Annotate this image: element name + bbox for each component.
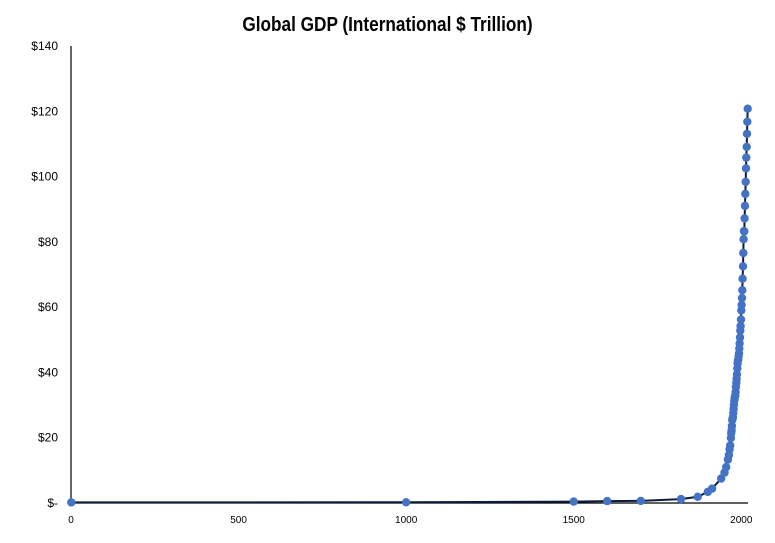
data-point [738, 274, 747, 283]
data-point [741, 189, 750, 199]
data-point [401, 498, 411, 507]
chart-title: Global GDP (International $ Trillion) [242, 14, 533, 36]
data-point [603, 496, 612, 506]
data-point [707, 484, 717, 493]
data-point [569, 497, 578, 506]
data-point [740, 201, 750, 211]
x-tick-label: 1500 [563, 515, 586, 526]
data-point [676, 494, 686, 504]
x-tick-label: 0 [68, 515, 74, 526]
y-tick-label: $120 [31, 104, 58, 118]
data-point [742, 153, 751, 162]
y-tick-label: $40 [38, 365, 58, 379]
data-point [738, 262, 748, 271]
gdp-data-points [67, 104, 752, 507]
gdp-line [71, 108, 749, 504]
x-tick-label: 500 [230, 515, 247, 526]
y-tick-labels: $- $20 $40 $60 $80 $100 $120 $140 [31, 39, 58, 510]
data-point [737, 300, 746, 310]
y-tick-label: $140 [31, 39, 58, 53]
data-point [742, 129, 752, 138]
data-point [741, 164, 751, 173]
data-point [739, 248, 748, 258]
data-point [722, 462, 731, 472]
axes [70, 46, 748, 504]
data-point [743, 117, 752, 126]
data-point [743, 104, 752, 113]
x-tick-label: 1000 [395, 515, 418, 526]
data-point [742, 142, 751, 152]
data-point [740, 227, 749, 236]
gdp-line-series [71, 108, 749, 504]
data-point [726, 441, 735, 450]
data-point [727, 421, 737, 431]
x-tick-label: 2000 [730, 515, 753, 526]
y-tick-label: $100 [31, 170, 58, 184]
data-point [740, 214, 749, 223]
data-point [736, 315, 746, 324]
y-tick-label: $60 [38, 300, 58, 314]
data-point [737, 293, 747, 303]
data-point [741, 177, 750, 186]
x-tick-labels: 0 500 1000 1500 2000 [68, 515, 753, 526]
y-tick-label: $20 [38, 431, 58, 445]
y-tick-label: $80 [38, 235, 58, 249]
y-tick-label: $- [47, 496, 58, 510]
data-point [67, 498, 76, 507]
data-point [738, 286, 747, 295]
data-point [739, 235, 748, 244]
data-point [636, 496, 645, 506]
data-point [736, 321, 745, 331]
data-point [693, 492, 702, 501]
data-point [735, 333, 745, 342]
